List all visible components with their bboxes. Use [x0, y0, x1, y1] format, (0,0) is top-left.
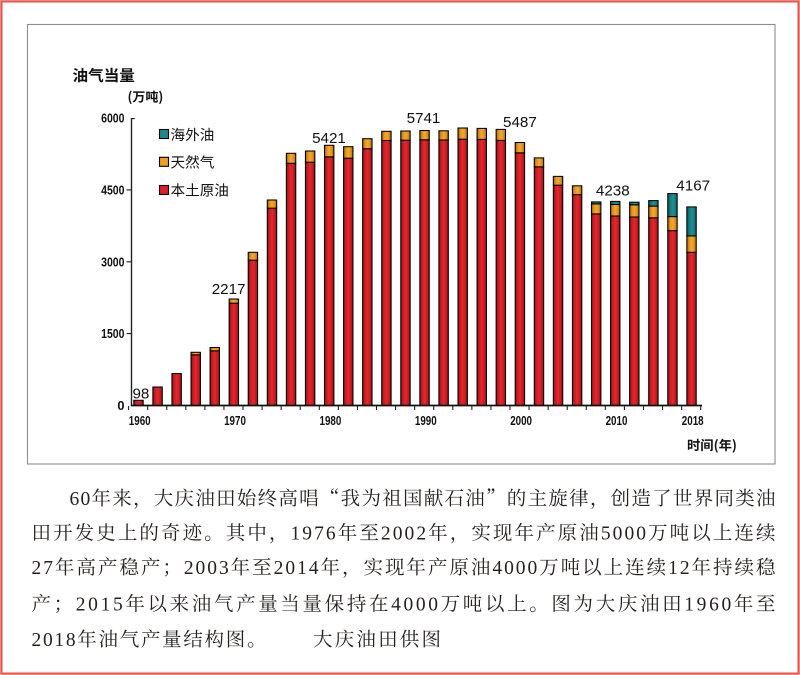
svg-text:5421: 5421: [312, 130, 346, 147]
svg-text:3000: 3000: [101, 254, 124, 269]
svg-text:产；2015年以来油气产量当量保持在4000万吨以上。图为大: 产；2015年以来油气产量当量保持在4000万吨以上。图为大庆油田1960年至: [32, 589, 776, 617]
svg-text:27年高产稳产；2003年至2014年，实现年产原油4000: 27年高产稳产；2003年至2014年，实现年产原油4000万吨以上连续12年持…: [32, 552, 776, 580]
svg-text:1970: 1970: [224, 413, 246, 428]
svg-text:98: 98: [132, 385, 149, 402]
svg-text:田开发史上的奇迹。其中，1976年至2002年，实现年产原油: 田开发史上的奇迹。其中，1976年至2002年，实现年产原油5000万吨以上连续: [32, 518, 776, 546]
svg-text:海外油: 海外油: [171, 124, 215, 145]
svg-text:1960: 1960: [129, 413, 151, 428]
svg-text:0: 0: [117, 398, 124, 413]
svg-text:4167: 4167: [676, 178, 710, 195]
svg-text:5741: 5741: [407, 110, 441, 127]
svg-text:1500: 1500: [101, 326, 124, 341]
svg-text:2018年油气产量结构图。: 2018年油气产量结构图。: [32, 624, 267, 652]
svg-text:油气当量: 油气当量: [73, 64, 135, 86]
svg-text:本土原油: 本土原油: [171, 180, 229, 201]
svg-text:时间(年): 时间(年): [687, 435, 737, 454]
svg-text:4238: 4238: [596, 183, 630, 200]
svg-text:1980: 1980: [320, 413, 342, 428]
svg-text:2000: 2000: [510, 413, 532, 428]
svg-text:4500: 4500: [101, 183, 124, 198]
svg-text:1990: 1990: [415, 413, 437, 428]
svg-text:2010: 2010: [606, 413, 628, 428]
svg-text:6000: 6000: [101, 111, 124, 126]
svg-text:2018: 2018: [682, 413, 704, 428]
svg-text:5487: 5487: [503, 114, 537, 131]
svg-text:(万吨): (万吨): [128, 86, 164, 105]
svg-text:2217: 2217: [212, 281, 246, 298]
svg-text:天然气: 天然气: [171, 151, 215, 172]
